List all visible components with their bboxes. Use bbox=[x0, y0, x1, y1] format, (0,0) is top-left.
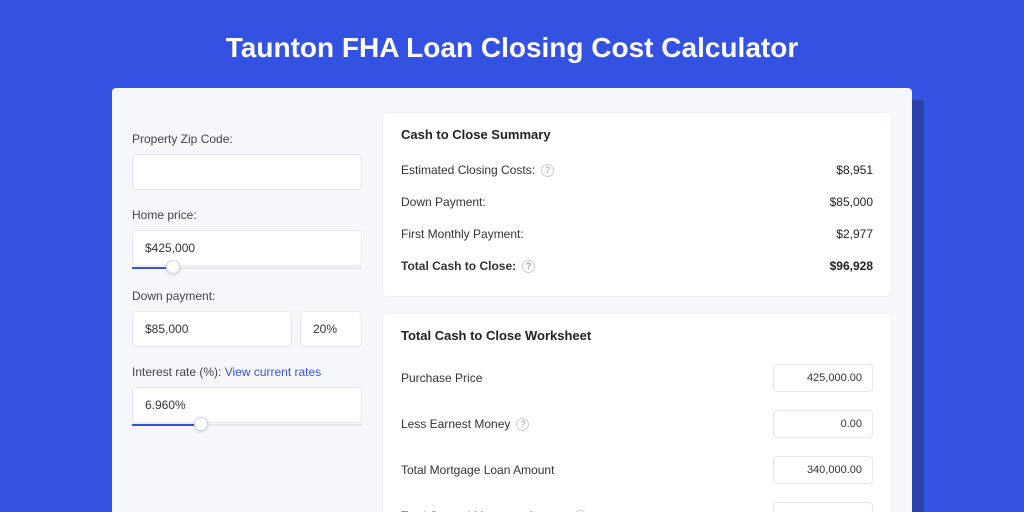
summary-heading: Cash to Close Summary bbox=[401, 127, 873, 142]
help-icon[interactable]: ? bbox=[516, 418, 529, 431]
help-icon[interactable]: ? bbox=[522, 260, 535, 273]
interest-rate-label-text: Interest rate (%): bbox=[132, 365, 225, 379]
worksheet-row-input[interactable] bbox=[773, 410, 873, 438]
worksheet-row-input[interactable] bbox=[773, 502, 873, 512]
help-icon[interactable]: ? bbox=[541, 164, 554, 177]
home-price-input[interactable] bbox=[132, 230, 362, 266]
worksheet-row-label: Less Earnest Money bbox=[401, 417, 510, 431]
zip-label: Property Zip Code: bbox=[132, 132, 362, 146]
interest-rate-slider-thumb[interactable] bbox=[194, 417, 208, 431]
worksheet-row-label: Purchase Price bbox=[401, 371, 482, 385]
interest-rate-group: Interest rate (%): View current rates bbox=[132, 365, 362, 428]
worksheet-row: Total Mortgage Loan Amount bbox=[401, 447, 873, 493]
results-column: Cash to Close Summary Estimated Closing … bbox=[382, 112, 892, 512]
summary-row: First Monthly Payment: $2,977 bbox=[401, 218, 873, 250]
summary-row-label: Down Payment: bbox=[401, 195, 486, 209]
home-price-slider-thumb[interactable] bbox=[166, 260, 180, 274]
calculator-card: Property Zip Code: Home price: Down paym… bbox=[112, 88, 912, 512]
view-rates-link[interactable]: View current rates bbox=[225, 365, 322, 379]
interest-rate-label: Interest rate (%): View current rates bbox=[132, 365, 362, 379]
worksheet-row: Purchase Price bbox=[401, 355, 873, 401]
form-column: Property Zip Code: Home price: Down paym… bbox=[132, 112, 362, 512]
worksheet-row-label: Total Mortgage Loan Amount bbox=[401, 463, 554, 477]
home-price-group: Home price: bbox=[132, 208, 362, 271]
summary-row: Down Payment: $85,000 bbox=[401, 186, 873, 218]
down-payment-label: Down payment: bbox=[132, 289, 362, 303]
worksheet-row-input[interactable] bbox=[773, 456, 873, 484]
worksheet-row: Total Second Mortgage Amount ? bbox=[401, 493, 873, 512]
down-payment-input[interactable] bbox=[132, 311, 292, 347]
page-title: Taunton FHA Loan Closing Cost Calculator bbox=[0, 0, 1024, 88]
down-payment-pct-input[interactable] bbox=[300, 311, 362, 347]
worksheet-row-input[interactable] bbox=[773, 364, 873, 392]
zip-input[interactable] bbox=[132, 154, 362, 190]
summary-row-value: $2,977 bbox=[836, 227, 873, 241]
summary-row-value: $8,951 bbox=[836, 163, 873, 177]
summary-total-row: Total Cash to Close: ? $96,928 bbox=[401, 250, 873, 282]
worksheet-row: Less Earnest Money ? bbox=[401, 401, 873, 447]
summary-row: Estimated Closing Costs: ? $8,951 bbox=[401, 154, 873, 186]
down-payment-group: Down payment: bbox=[132, 289, 362, 347]
summary-total-label: Total Cash to Close: bbox=[401, 259, 516, 273]
summary-panel: Cash to Close Summary Estimated Closing … bbox=[382, 112, 892, 297]
home-price-slider[interactable] bbox=[132, 265, 362, 271]
worksheet-panel: Total Cash to Close Worksheet Purchase P… bbox=[382, 313, 892, 512]
zip-group: Property Zip Code: bbox=[132, 132, 362, 190]
interest-rate-input[interactable] bbox=[132, 387, 362, 423]
home-price-label: Home price: bbox=[132, 208, 362, 222]
summary-total-value: $96,928 bbox=[830, 259, 873, 273]
summary-row-label: First Monthly Payment: bbox=[401, 227, 524, 241]
summary-row-label: Estimated Closing Costs: bbox=[401, 163, 535, 177]
interest-rate-slider[interactable] bbox=[132, 422, 362, 428]
summary-row-value: $85,000 bbox=[830, 195, 873, 209]
worksheet-heading: Total Cash to Close Worksheet bbox=[401, 328, 873, 343]
